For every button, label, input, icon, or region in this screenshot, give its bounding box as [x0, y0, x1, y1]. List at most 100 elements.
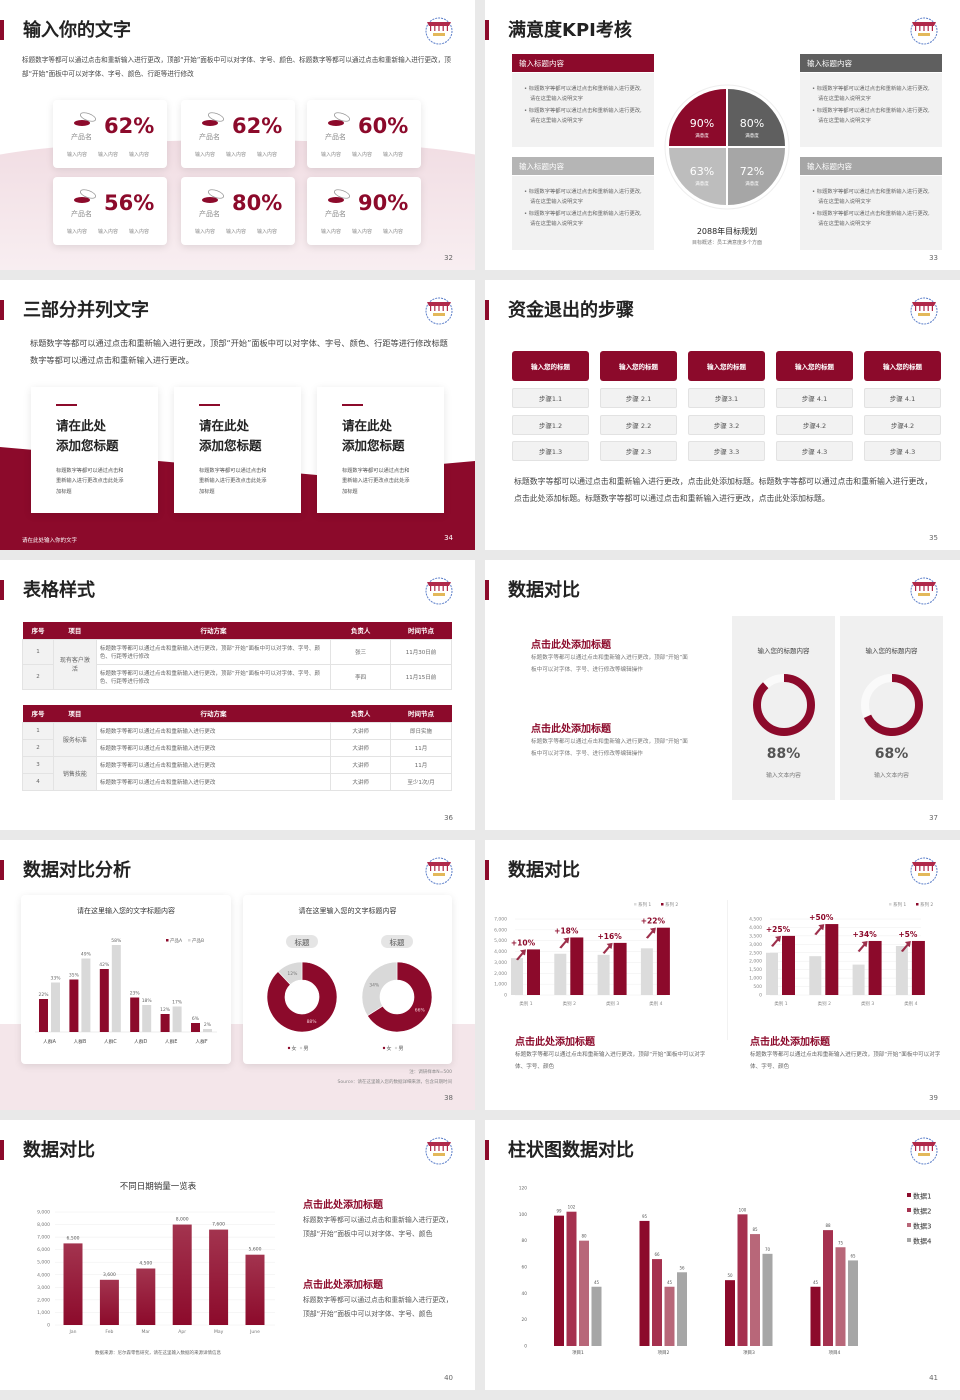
x-tick-label: 人群C [104, 1038, 118, 1045]
step-box[interactable]: 步骤1.2 [512, 414, 589, 435]
bar-data-label: 95 [642, 1214, 648, 1219]
y-tick-label: 1,000 [749, 976, 762, 982]
sales-bar [245, 1254, 265, 1325]
growth-label: +18% [554, 926, 579, 935]
slide-title: 满意度KPI考核 [508, 20, 632, 41]
block-body: 标题数字等都可以通过点击和重新输入进行更改，顶部“开始”面板中可以对字体、字号、… [531, 739, 688, 758]
bar-data-label: 35% [69, 973, 80, 979]
logo-pillar [446, 866, 448, 871]
table-row: 2 标题数字等都可以通过点击和重新输入进行更改，顶部“开始”面板中可以对字体、字号… [22, 663, 452, 690]
action-plan-table-1: 序号 项目 行动方案 负责人 时间节点 1 现有客户激活 标题数字等都可以通过点击和重新输入进… [22, 622, 452, 690]
product-name: 产品名 [71, 210, 92, 218]
x-tick-label: 类别 3 [861, 1000, 874, 1007]
quadrant-label: 满意度 [745, 132, 759, 139]
step-box[interactable]: 步骤1.1 [512, 388, 589, 408]
step-box[interactable]: 步骤1.3 [512, 441, 589, 461]
step-box[interactable]: 步骤 2.3 [600, 441, 677, 461]
legend-swatch [916, 903, 919, 906]
step-box[interactable]: 步骤4.2 [776, 414, 853, 435]
owner-cell: 李四 [330, 663, 392, 690]
step-box[interactable]: 步骤 2.1 [600, 388, 677, 408]
slice-label: 88% [307, 1019, 318, 1025]
bullet-text: • 标题数字等都可以通过点击和重新输入进行更改,请在这里输入说明文字 [812, 189, 930, 205]
step-box[interactable]: 步骤 3.2 [688, 414, 765, 435]
step-box[interactable]: 步骤 4.3 [864, 441, 941, 461]
bar-data-label: 56 [679, 1265, 685, 1270]
logo-pillar [438, 306, 440, 311]
logo-pillar [931, 1146, 933, 1151]
block-heading[interactable]: 点击此处添加标题 [750, 1037, 830, 1048]
bar-数据3 [664, 1286, 675, 1346]
panel-value: 68% [874, 746, 909, 762]
bullet-text: • 标题数字等都可以通过点击和重新输入进行更改,请在这里输入说明文字 [812, 86, 930, 102]
slice-label: 12% [287, 971, 298, 977]
step-box[interactable]: 步骤 4.3 [776, 441, 853, 461]
content-item: 输入内容 [67, 229, 88, 235]
x-tick-label: 类别 2 [563, 1000, 576, 1007]
box-body: • 标题数字等都可以通过点击和重新输入进行更改,请在这里输入说明文字 • 标题数字… [512, 73, 654, 147]
bar-data-label: 3,600 [103, 1272, 116, 1278]
page-number: 32 [444, 254, 453, 262]
block-heading[interactable]: 点击此处添加标题 [531, 640, 611, 651]
y-tick-label: 0 [504, 993, 507, 999]
step-box[interactable]: 步骤 3.3 [688, 441, 765, 461]
bar-data-label: 49% [81, 952, 92, 958]
logo-emblem [910, 17, 938, 45]
x-tick-label: May [214, 1329, 224, 1335]
x-tick-label: 类别 2 [818, 1000, 831, 1007]
bar-数据3 [579, 1240, 589, 1346]
divider [727, 900, 728, 1040]
block-heading[interactable]: 点击此处添加标题 [515, 1037, 595, 1048]
step-box[interactable]: 步骤4.2 [864, 414, 941, 435]
y-tick-label: 20 [522, 1317, 528, 1323]
pill-lid [79, 112, 97, 122]
bar-data-label: 65 [850, 1253, 856, 1258]
bar-data-label: 88 [825, 1223, 831, 1228]
column-header-button[interactable]: 输入您的标题 [600, 351, 677, 381]
bar-数据2 [652, 1259, 662, 1346]
step-box[interactable]: 步骤 2.2 [600, 414, 677, 435]
content-item: 输入内容 [352, 152, 373, 158]
stat-card: 产品名 80% 输入内容 输入内容 输入内容 [181, 177, 295, 245]
column-header-button[interactable]: 输入您的标题 [864, 351, 941, 381]
donut-slice-女 [367, 961, 433, 1033]
page-number: 40 [444, 1374, 453, 1382]
card-accent-line [56, 404, 77, 406]
quadrant-value: 72% [740, 165, 764, 178]
x-tick-label: 类别 1 [519, 1000, 532, 1007]
logo-pillar [919, 26, 921, 31]
pie-quadrant [728, 89, 785, 146]
pie-quadrant [669, 148, 726, 205]
logo-pillar [931, 306, 933, 311]
y-tick-label: 4,000 [37, 1272, 50, 1278]
slide-title: 三部分并列文字 [23, 300, 149, 321]
panel-title: 输入您的标题内容 [865, 647, 918, 655]
logo-pillar [434, 26, 436, 31]
stat-value: 56% [104, 191, 155, 215]
logo-pillar [434, 586, 436, 591]
block-heading[interactable]: 点击此处添加标题 [303, 1200, 383, 1211]
growth-label: +10% [511, 938, 536, 947]
column-header-button[interactable]: 输入您的标题 [512, 351, 589, 381]
row-number: 1 [22, 721, 54, 740]
logo-text [918, 33, 930, 36]
step-box[interactable]: 步骤 4.1 [776, 388, 853, 408]
step-box[interactable]: 步骤 4.1 [864, 388, 941, 408]
logo-pillar [442, 586, 444, 591]
bar-data-label: 7,600 [212, 1222, 225, 1228]
step-box[interactable]: 步骤3.1 [688, 388, 765, 408]
block-heading[interactable]: 点击此处添加标题 [531, 724, 611, 735]
logo-pillar [446, 1146, 448, 1151]
legend-dot [287, 1046, 291, 1050]
bullet-text: • 标题数字等都可以通过点击和重新输入进行更改,请在这里输入说明文字 [524, 189, 642, 205]
column-header-button[interactable]: 输入您的标题 [688, 351, 765, 381]
y-tick-label: 5,000 [494, 938, 507, 944]
column-header-button[interactable]: 输入您的标题 [776, 351, 853, 381]
bar-data-label: 45 [667, 1280, 673, 1285]
legend-label: 数据4 [913, 1237, 932, 1246]
card-title-line2: 添加您标题 [199, 438, 262, 453]
slide-40: 数据对比 40 不同日期销量一览表 0 1,000 2,000 3,000 4,000 5,00… [0, 1120, 475, 1390]
logo-pillar [438, 586, 440, 591]
block-heading[interactable]: 点击此处添加标题 [303, 1280, 383, 1291]
slide-title: 数据对比 [508, 860, 580, 881]
